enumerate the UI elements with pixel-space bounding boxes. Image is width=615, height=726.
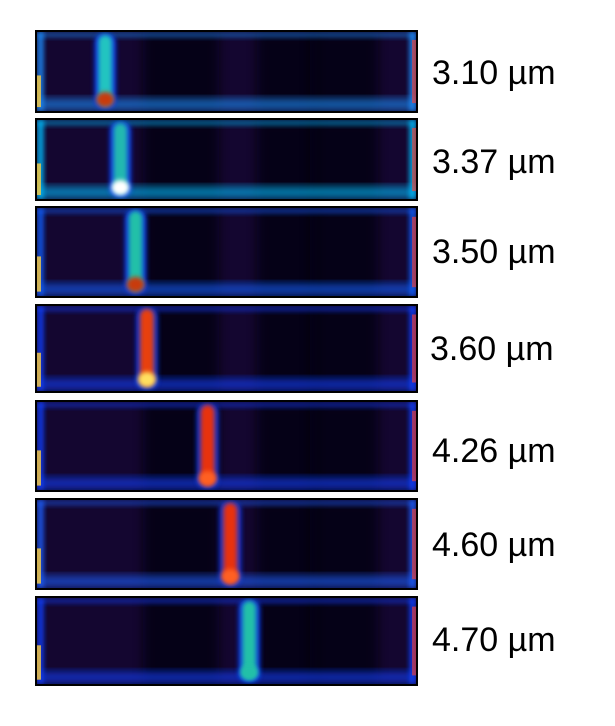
corner-hotspot bbox=[412, 39, 416, 104]
field-map-panel-4 bbox=[35, 304, 418, 393]
mode-hotspot bbox=[96, 91, 115, 108]
field-map-panel-5 bbox=[35, 400, 418, 492]
field-map-image-4 bbox=[37, 306, 416, 391]
dark-band bbox=[309, 500, 379, 588]
corner-hotspot bbox=[37, 163, 41, 196]
dark-band bbox=[256, 120, 318, 199]
mode-core bbox=[242, 600, 257, 680]
edge-glow-top bbox=[37, 306, 416, 312]
field-map-panel-1 bbox=[35, 30, 418, 113]
corner-hotspot bbox=[412, 314, 416, 383]
mode-hotspot bbox=[240, 664, 259, 681]
dark-band bbox=[143, 598, 219, 684]
wavelength-label-4: 3.60 µm bbox=[430, 330, 554, 368]
dark-band bbox=[309, 306, 379, 391]
mode-core bbox=[128, 210, 143, 292]
mode-hotspot bbox=[221, 568, 240, 585]
edge-glow-bottom bbox=[37, 187, 416, 198]
edge-glow-bottom bbox=[37, 284, 416, 295]
edge-glow-left bbox=[37, 32, 44, 111]
mode-hotspot bbox=[111, 179, 130, 196]
dark-band bbox=[256, 32, 318, 111]
corner-hotspot bbox=[37, 645, 41, 680]
dark-band bbox=[256, 598, 318, 684]
edge-glow-left bbox=[37, 598, 44, 684]
edge-glow-top bbox=[37, 208, 416, 214]
edge-glow-bottom bbox=[37, 379, 416, 390]
dark-band bbox=[256, 500, 318, 588]
mode-core bbox=[200, 404, 215, 486]
dark-band bbox=[256, 306, 318, 391]
field-map-image-2 bbox=[37, 120, 416, 199]
edge-glow-top bbox=[37, 32, 416, 38]
field-map-image-6 bbox=[37, 500, 416, 588]
field-map-panel-6 bbox=[35, 498, 418, 590]
mode-core bbox=[98, 34, 113, 107]
mode-hotspot bbox=[138, 371, 156, 388]
corner-hotspot bbox=[412, 606, 416, 676]
wavelength-label-2: 3.37 µm bbox=[432, 143, 556, 181]
dark-band bbox=[143, 120, 219, 199]
mode-core bbox=[223, 502, 238, 584]
corner-hotspot bbox=[37, 548, 41, 584]
field-map-image-7 bbox=[37, 598, 416, 684]
edge-glow-left bbox=[37, 208, 44, 296]
mode-hotspot bbox=[198, 470, 217, 487]
wavelength-label-1: 3.10 µm bbox=[432, 54, 556, 92]
corner-hotspot bbox=[37, 75, 41, 108]
wavelength-label-6: 4.60 µm bbox=[432, 526, 556, 564]
corner-hotspot bbox=[37, 450, 41, 486]
field-map-panel-3 bbox=[35, 206, 418, 298]
dark-band bbox=[309, 120, 379, 199]
edge-glow-bottom bbox=[37, 99, 416, 110]
dark-band bbox=[143, 500, 219, 588]
corner-hotspot bbox=[412, 410, 416, 482]
corner-hotspot bbox=[412, 508, 416, 580]
dark-band bbox=[143, 208, 219, 296]
edge-glow-top bbox=[37, 120, 416, 126]
edge-glow-top bbox=[37, 402, 416, 408]
edge-glow-left bbox=[37, 402, 44, 490]
corner-hotspot bbox=[37, 256, 41, 292]
edge-glow-top bbox=[37, 598, 416, 604]
edge-glow-bottom bbox=[37, 478, 416, 489]
field-map-image-1 bbox=[37, 32, 416, 111]
dark-band bbox=[256, 208, 318, 296]
edge-glow-bottom bbox=[37, 672, 416, 683]
field-map-panel-7 bbox=[35, 596, 418, 686]
dark-band bbox=[309, 402, 379, 490]
wavelength-label-7: 4.70 µm bbox=[432, 621, 556, 659]
field-map-image-3 bbox=[37, 208, 416, 296]
field-map-image-5 bbox=[37, 402, 416, 490]
wavelength-label-3: 3.50 µm bbox=[432, 233, 556, 271]
mode-hotspot bbox=[126, 276, 145, 293]
dark-band bbox=[309, 208, 379, 296]
edge-glow-left bbox=[37, 306, 44, 391]
mode-core bbox=[139, 308, 154, 387]
dark-band bbox=[143, 32, 219, 111]
edge-glow-left bbox=[37, 120, 44, 199]
mode-core bbox=[113, 122, 128, 195]
dark-band bbox=[309, 598, 379, 684]
wavelength-label-5: 4.26 µm bbox=[432, 432, 556, 470]
field-map-panel-2 bbox=[35, 118, 418, 201]
corner-hotspot bbox=[37, 352, 41, 387]
corner-hotspot bbox=[412, 216, 416, 288]
edge-glow-left bbox=[37, 500, 44, 588]
corner-hotspot bbox=[412, 127, 416, 192]
dark-band bbox=[309, 32, 379, 111]
dark-band bbox=[256, 402, 318, 490]
